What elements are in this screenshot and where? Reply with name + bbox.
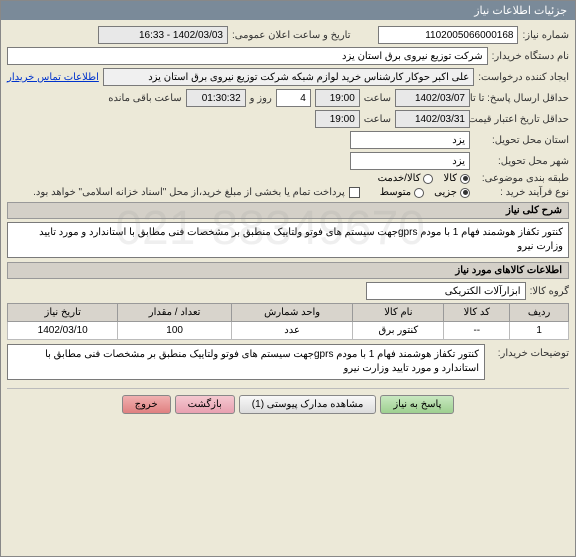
need-no-label: شماره نیاز: — [522, 30, 569, 41]
back-button[interactable]: بازگشت — [175, 395, 235, 414]
radio-dot-icon — [460, 174, 470, 184]
payment-checkbox[interactable] — [349, 187, 360, 198]
col-date: تاریخ نیاز — [8, 304, 118, 322]
col-unit: واحد شمارش — [231, 304, 353, 322]
need-no-field: 1102005066000168 — [378, 26, 518, 44]
window-titlebar: جزئیات اطلاعات نیاز — [1, 1, 575, 20]
desc-text: کنتور تکفاز هوشمند فهام 1 با مودم gprsجه… — [7, 222, 569, 258]
requester-label: ایجاد کننده درخواست: — [478, 72, 569, 83]
cell: 1 — [510, 322, 569, 340]
button-bar: پاسخ به نیاز مشاهده مدارک پیوستی (1) باز… — [7, 388, 569, 420]
group-field: ابزارآلات الکتریکی — [366, 282, 526, 300]
requester-field: علی اکبر حوکار کارشناس خرید لوازم شبکه ش… — [103, 68, 474, 86]
table-row[interactable]: 1 -- کنتور برق عدد 100 1402/03/10 — [8, 322, 569, 340]
col-qty: تعداد / مقدار — [118, 304, 231, 322]
time-label-2: ساعت — [364, 114, 391, 125]
radio-partial-label: جزیی — [434, 187, 457, 198]
radio-medium-label: متوسط — [380, 187, 411, 198]
deadline-date: 1402/03/07 — [395, 89, 470, 107]
province-field: یزد — [350, 131, 470, 149]
radio-dot-icon — [423, 174, 433, 184]
city-label: شهر محل تحویل: — [474, 156, 569, 167]
buyer-org-label: نام دستگاه خریدار: — [492, 51, 569, 62]
radio-goods[interactable]: کالا — [443, 173, 470, 184]
radio-partial[interactable]: جزیی — [434, 187, 470, 198]
radio-medium[interactable]: متوسط — [380, 187, 424, 198]
cell: کنتور برق — [353, 322, 444, 340]
buyer-notes-label: توضیحات خریدار: — [489, 344, 569, 359]
validity-label: حداقل تاریخ اعتبار قیمت: تا تاریخ: — [474, 114, 569, 125]
remain-label: ساعت باقی مانده — [108, 93, 181, 104]
remain-time: 01:30:32 — [186, 89, 246, 107]
city-field: یزد — [350, 152, 470, 170]
validity-time: 19:00 — [315, 110, 360, 128]
radio-dot-icon — [414, 188, 424, 198]
items-header: اطلاعات کالاهای مورد نیاز — [7, 262, 569, 279]
province-label: استان محل تحویل: — [474, 135, 569, 146]
validity-date: 1402/03/31 — [395, 110, 470, 128]
deadline-time: 19:00 — [315, 89, 360, 107]
buyer-org-field: شرکت توزیع نیروی برق استان یزد — [7, 47, 488, 65]
contact-link[interactable]: اطلاعات تماس خریدار — [7, 72, 99, 83]
cell: 1402/03/10 — [8, 322, 118, 340]
process-label: نوع فرآیند خرید : — [474, 187, 569, 198]
desc-header: شرح کلی نیاز — [7, 202, 569, 219]
announce-field: 1402/03/03 - 16:33 — [98, 26, 228, 44]
cell: -- — [444, 322, 510, 340]
col-row: ردیف — [510, 304, 569, 322]
radio-service[interactable]: کالا/خدمت — [378, 173, 434, 184]
group-label: گروه کالا: — [530, 286, 569, 297]
window-title: جزئیات اطلاعات نیاز — [474, 5, 567, 17]
announce-label: تاریخ و ساعت اعلان عمومی: — [232, 30, 351, 41]
attachments-button[interactable]: مشاهده مدارک پیوستی (1) — [239, 395, 377, 414]
days-field: 4 — [276, 89, 311, 107]
days-label: روز و — [250, 93, 272, 104]
col-code: کد کالا — [444, 304, 510, 322]
radio-dot-icon — [460, 188, 470, 198]
payment-note: پرداخت تمام یا بخشی از مبلغ خرید،از محل … — [33, 187, 345, 198]
time-label-1: ساعت — [364, 93, 391, 104]
packaging-label: طبقه بندی موضوعی: — [474, 173, 569, 184]
radio-service-label: کالا/خدمت — [378, 173, 421, 184]
cell: عدد — [231, 322, 353, 340]
buyer-notes-text: کنتور تکفاز هوشمند فهام 1 با مودم gprsجه… — [7, 344, 485, 380]
col-name: نام کالا — [353, 304, 444, 322]
radio-goods-label: کالا — [443, 173, 457, 184]
respond-button[interactable]: پاسخ به نیاز — [380, 395, 454, 414]
cell: 100 — [118, 322, 231, 340]
items-table: ردیف کد کالا نام کالا واحد شمارش تعداد /… — [7, 303, 569, 340]
deadline-label: حداقل ارسال پاسخ: تا تاریخ: — [474, 93, 569, 104]
exit-button[interactable]: خروج — [122, 395, 171, 414]
